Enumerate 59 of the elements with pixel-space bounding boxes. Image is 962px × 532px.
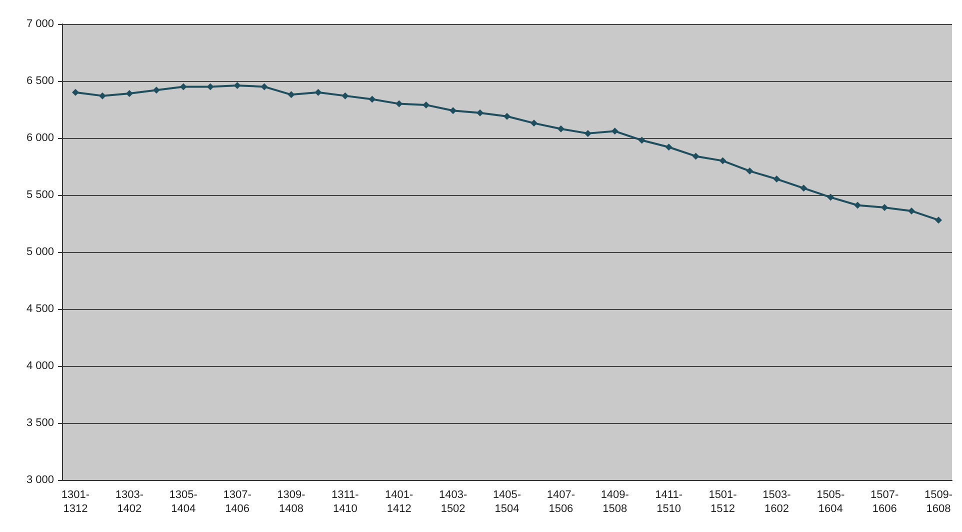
point <box>665 144 672 151</box>
point <box>746 168 754 175</box>
x-tick-label: 1403-1502 <box>438 489 468 515</box>
x-tick-label: 1301-1312 <box>61 489 90 515</box>
point <box>152 86 160 94</box>
point <box>611 128 618 135</box>
point <box>476 109 484 116</box>
point <box>422 101 430 108</box>
point <box>584 130 592 137</box>
x-tick-label: 1309-1408 <box>277 489 306 515</box>
x-tick-label: 1501-1512 <box>708 489 738 515</box>
x-tick-label: 1311-1410 <box>332 489 360 515</box>
point <box>881 204 888 212</box>
x-tick-label: 1505-1604 <box>816 489 846 515</box>
point <box>827 194 834 201</box>
y-tick-label: 7 000 <box>26 18 54 30</box>
x-tick-label: 1411-1510 <box>655 489 683 515</box>
x-tick-label: 1401-1412 <box>385 489 414 515</box>
point <box>180 83 187 90</box>
x-tick-label: 1307-1406 <box>223 489 252 515</box>
y-tick-label: 5 500 <box>26 189 54 201</box>
point <box>557 125 564 132</box>
point <box>368 96 376 103</box>
point <box>396 100 403 108</box>
point <box>773 176 780 183</box>
point <box>692 152 700 160</box>
point <box>530 120 538 127</box>
point <box>234 82 241 90</box>
point <box>206 83 214 90</box>
point <box>450 107 457 114</box>
point <box>342 92 349 100</box>
y-tick-label: 6 500 <box>26 75 54 87</box>
x-tick-label: 1407-1506 <box>546 489 576 515</box>
x-tick-label: 1509-1608 <box>924 489 953 515</box>
point <box>504 112 510 120</box>
x-tick-label: 1405-1504 <box>492 489 522 515</box>
y-tick-label: 4 000 <box>26 360 54 372</box>
y-tick-label: 5 000 <box>26 246 54 258</box>
x-tick-label: 1305-1404 <box>169 489 198 515</box>
x-tick-label: 1503-1602 <box>762 489 792 515</box>
x-tick-label: 1303-1402 <box>115 489 144 515</box>
point <box>800 184 808 192</box>
point <box>288 91 295 98</box>
point <box>908 207 916 214</box>
point <box>72 88 79 96</box>
y-tick-label: 3 000 <box>26 474 54 486</box>
point <box>638 136 646 144</box>
x-tick-label: 1507-1606 <box>870 489 899 515</box>
point <box>126 90 133 98</box>
point <box>98 92 106 100</box>
point <box>314 88 322 96</box>
point <box>260 83 268 90</box>
y-tick-label: 4 500 <box>26 303 54 315</box>
x-tick-label: 1409-1508 <box>600 489 630 515</box>
point <box>854 202 862 209</box>
y-tick-label: 6 000 <box>26 132 54 144</box>
point <box>935 216 942 224</box>
y-tick-label: 3 500 <box>26 417 54 429</box>
point <box>719 157 726 164</box>
